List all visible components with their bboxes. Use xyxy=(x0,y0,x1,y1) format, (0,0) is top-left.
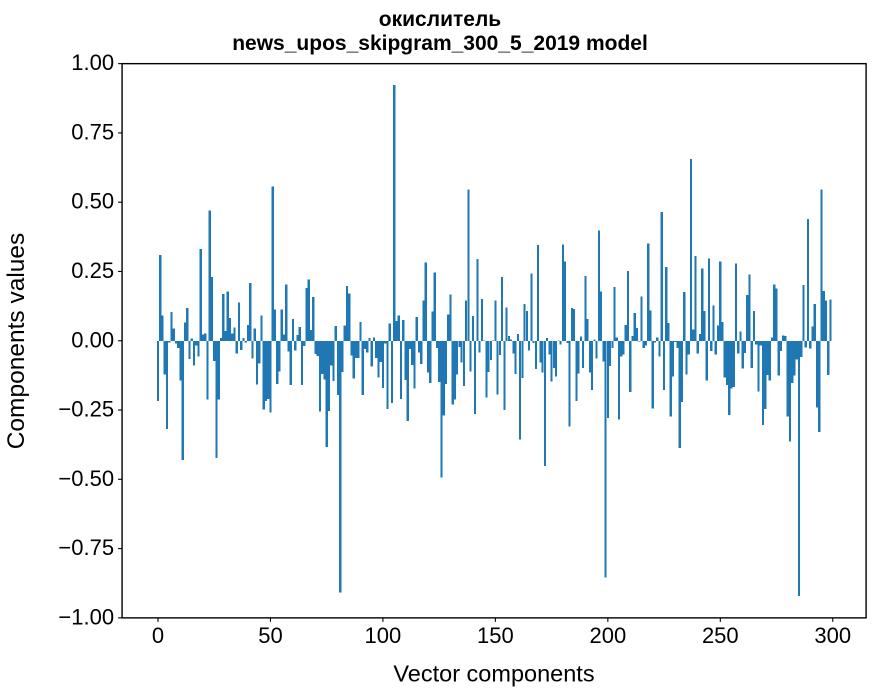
svg-text:250: 250 xyxy=(702,623,739,648)
svg-text:0.75: 0.75 xyxy=(71,119,114,144)
svg-text:300: 300 xyxy=(814,623,851,648)
svg-text:−0.25: −0.25 xyxy=(58,397,114,422)
svg-text:0: 0 xyxy=(152,623,164,648)
svg-text:100: 100 xyxy=(365,623,402,648)
svg-text:200: 200 xyxy=(589,623,626,648)
svg-text:0.25: 0.25 xyxy=(71,258,114,283)
svg-text:0.00: 0.00 xyxy=(71,327,114,352)
svg-text:50: 50 xyxy=(258,623,282,648)
svg-text:−0.75: −0.75 xyxy=(58,535,114,560)
svg-text:0.50: 0.50 xyxy=(71,189,114,214)
svg-text:−0.50: −0.50 xyxy=(58,466,114,491)
svg-text:−1.00: −1.00 xyxy=(58,604,114,629)
svg-text:150: 150 xyxy=(477,623,514,648)
